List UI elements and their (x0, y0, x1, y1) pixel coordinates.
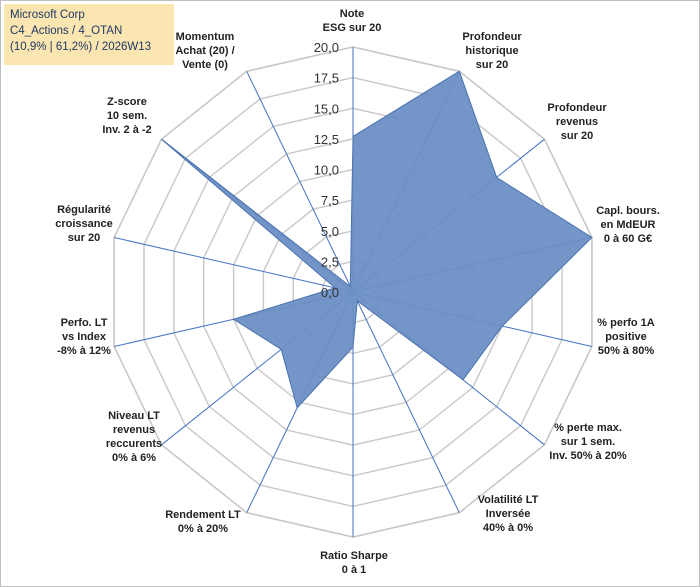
axis-label: Capl. bours. (596, 205, 660, 217)
tick-label: 2,5 (321, 254, 339, 269)
tick-label: 7,5 (321, 193, 339, 208)
axis-label: revenus (556, 116, 598, 128)
axis-label: Profondeur (462, 31, 522, 43)
axis-label: reccurents (106, 438, 162, 450)
axis-label: Vente (0) (182, 59, 228, 71)
axis-label: % perte max. (554, 422, 622, 434)
axis-label: -8% à 12% (57, 345, 111, 357)
axis-label: historique (465, 45, 518, 57)
axis-label: 40% à 0% (483, 522, 533, 534)
header-info-box: Microsoft Corp C4_Actions / 4_OTAN (10,9… (4, 4, 174, 65)
axis-label: Inversée (486, 508, 531, 520)
axis-label: Rendement LT (165, 509, 241, 521)
tick-label: 0,0 (321, 285, 339, 300)
axis-label: positive (605, 331, 647, 343)
company-name: Microsoft Corp (10, 9, 85, 21)
axis-label: Inv. 50% à 20% (549, 450, 627, 462)
radar-axis-labels: Note ESG sur 20 Profondeur historique sur 20… (55, 8, 660, 576)
axis-label: en MdEUR (601, 219, 656, 231)
axis-label: Régularité (57, 204, 111, 216)
axis-label: sur 20 (68, 232, 100, 244)
axis-label: sur 20 (476, 59, 508, 71)
axis-label: Profondeur (547, 102, 607, 114)
axis-label: 0% à 6% (112, 452, 156, 464)
radar-series (161, 70, 593, 409)
tick-label: 17,5 (314, 71, 339, 86)
axis-label: sur 1 sem. (561, 436, 615, 448)
axis-label: ESG sur 20 (323, 22, 382, 34)
axis-label: revenus (113, 424, 155, 436)
tick-label: 20,0 (314, 40, 339, 55)
axis-label: Volatilité LT (478, 494, 539, 506)
axis-spoke (352, 291, 460, 513)
axis-label: sur 20 (561, 130, 593, 142)
tick-label: 5,0 (321, 224, 339, 239)
axis-label: % perfo 1A (597, 317, 655, 329)
axis-label: Achat (20) / (175, 45, 234, 57)
tick-label: 10,0 (314, 163, 339, 178)
tick-label: 12,5 (314, 132, 339, 147)
series-area (161, 70, 593, 409)
radar-tick-labels: 0,0 2,5 5,0 7,5 10,0 12,5 15,0 17,5 20,0 (314, 40, 339, 300)
axis-label: vs Index (62, 331, 107, 343)
axis-label: Perfo. LT (61, 317, 108, 329)
axis-label: Inv. 2 à -2 (102, 124, 151, 136)
ratio-and-week: (10,9% | 61,2%) / 2026W13 (10, 41, 152, 53)
axis-label: Niveau LT (108, 410, 160, 422)
axis-label: Ratio Sharpe (320, 550, 388, 562)
portfolio-category: C4_Actions / 4_OTAN (10, 25, 123, 37)
axis-label: 50% à 80% (598, 345, 654, 357)
axis-label: 0 à 60 G€ (604, 233, 652, 245)
axis-label: Momentum (176, 31, 235, 43)
axis-label: 10 sem. (107, 110, 147, 122)
axis-spoke (113, 237, 354, 293)
axis-label: Z-score (107, 96, 147, 108)
axis-label: 0% à 20% (178, 523, 228, 535)
tick-label: 15,0 (314, 101, 339, 116)
axis-label: Note (340, 8, 364, 20)
axis-spoke (246, 71, 354, 293)
axis-label: 0 à 1 (342, 564, 366, 576)
axis-label: croissance (55, 218, 112, 230)
